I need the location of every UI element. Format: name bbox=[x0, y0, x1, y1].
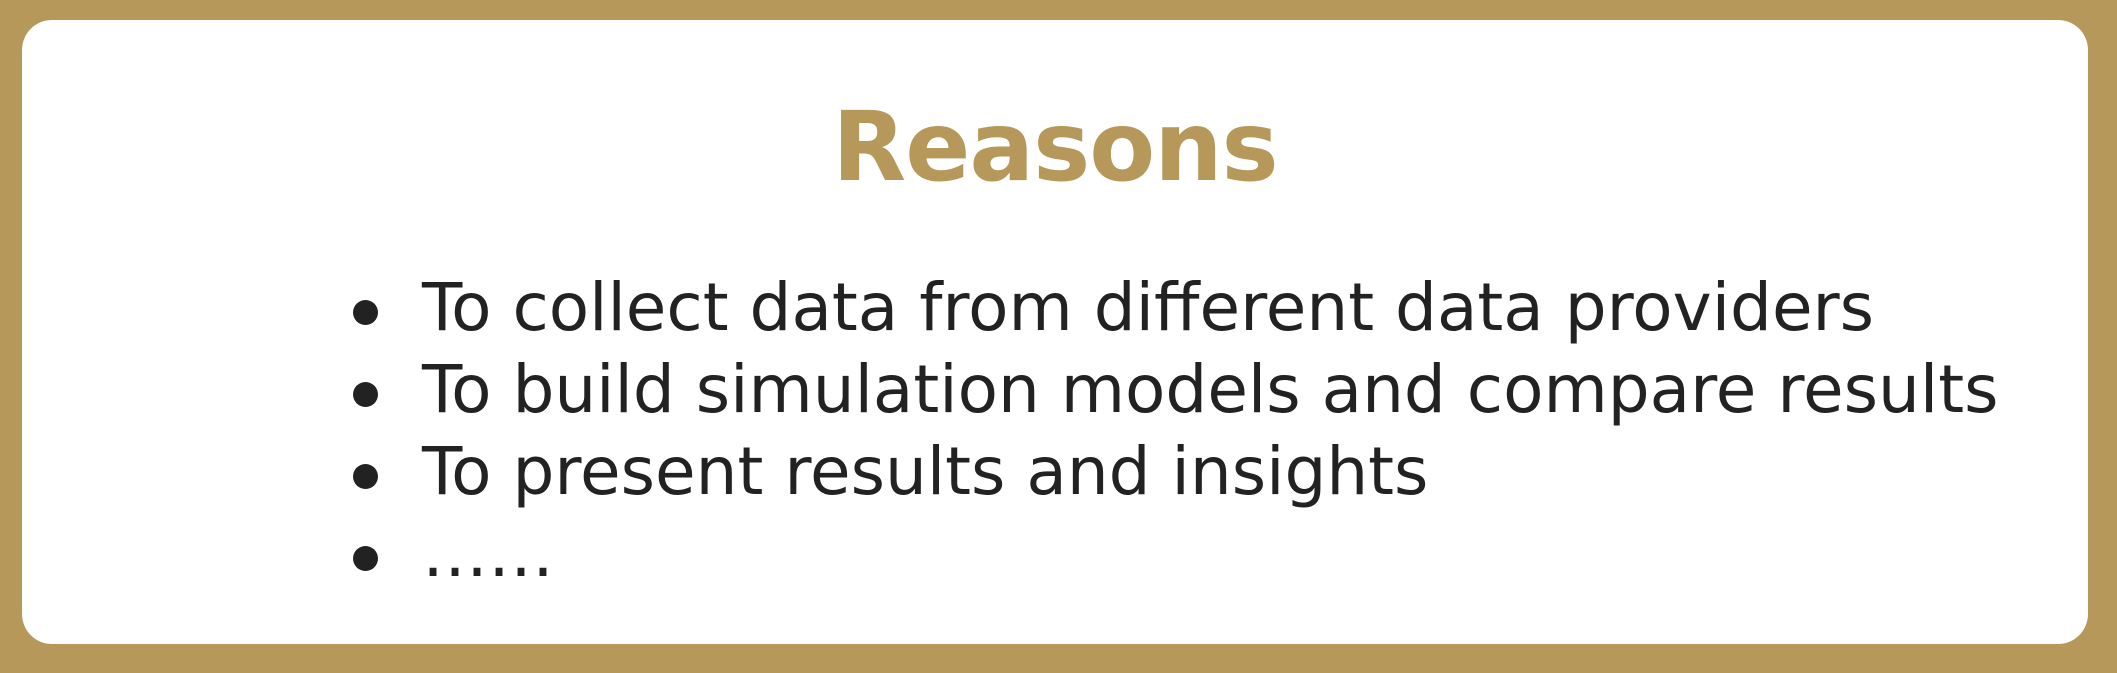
list-item-text: To build simulation models and compare r… bbox=[422, 351, 1999, 428]
bullet-icon bbox=[353, 546, 378, 571]
list-item-text: To collect data from different data prov… bbox=[422, 269, 1875, 346]
content-card: Reasons To collect data from different d… bbox=[22, 20, 2088, 644]
bullet-icon bbox=[353, 464, 378, 489]
bullet-icon bbox=[353, 382, 378, 407]
slide-title: Reasons bbox=[832, 91, 1278, 203]
list-item-text: …… bbox=[422, 515, 554, 592]
bullet-icon bbox=[353, 300, 378, 325]
list-item-text: To present results and insights bbox=[422, 433, 1429, 510]
